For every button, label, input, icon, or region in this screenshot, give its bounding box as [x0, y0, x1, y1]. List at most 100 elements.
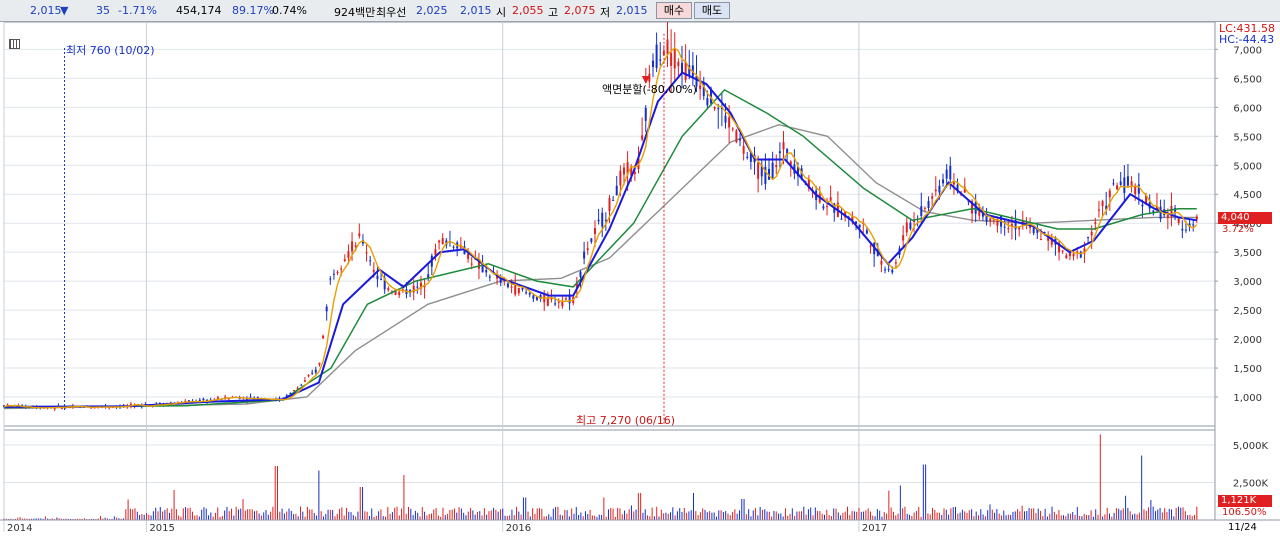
candle-body	[423, 285, 426, 288]
candle-body	[187, 400, 190, 402]
candle-body	[680, 62, 683, 74]
candle-body	[630, 166, 633, 176]
candle-body	[398, 291, 401, 296]
candle-body	[1047, 236, 1050, 241]
price-chart[interactable]: 1,000 1,500 2,000 2,500 3,000 3,500 4,000 4,500…	[0, 22, 1280, 540]
current-price: 2,015	[30, 4, 62, 17]
chart-settings-icon[interactable]	[9, 39, 20, 49]
candle-body	[365, 252, 368, 254]
x-tick-label: 2014	[7, 523, 32, 534]
candle-body	[318, 362, 321, 365]
candle-body	[662, 50, 665, 56]
price-tick-label: 4,000	[1233, 219, 1262, 230]
candle-body	[731, 128, 734, 130]
down-arrow-icon: ▼	[60, 4, 69, 17]
candle-body	[1141, 204, 1144, 207]
candle-body	[626, 162, 629, 175]
candle-body	[709, 88, 712, 104]
volume-panel-frame	[3, 429, 1216, 521]
candle-body	[608, 198, 611, 212]
candle-body	[789, 161, 792, 166]
candle-body	[506, 283, 509, 288]
candle-body	[1018, 226, 1021, 230]
candle-body	[1032, 225, 1035, 234]
candle-body	[822, 206, 825, 209]
candle-body	[1101, 201, 1104, 207]
candle-body	[554, 303, 557, 305]
candle-body	[470, 263, 473, 265]
sell-button[interactable]: 매도	[694, 2, 730, 19]
price-tick-label: 6,000	[1233, 103, 1262, 114]
candle-body	[488, 276, 491, 278]
candle-body	[90, 407, 93, 409]
price-tick-label: 6,500	[1233, 74, 1262, 85]
candle-body	[332, 273, 335, 275]
last-volume-pct: 106.50%	[1222, 507, 1267, 518]
candle-body	[216, 397, 219, 400]
candle-body	[677, 61, 680, 67]
price-tick-label: 1,500	[1233, 364, 1262, 375]
candle-body	[1155, 206, 1158, 210]
candle-body	[68, 407, 71, 409]
ma5-path	[3, 47, 1198, 409]
candle-body	[438, 240, 441, 243]
price-tick-label: 7,000	[1233, 45, 1262, 56]
buy-button[interactable]: 매수	[656, 2, 692, 19]
candle-body	[329, 278, 332, 280]
price-tick-label: 5,000	[1233, 161, 1262, 172]
candle-body	[1145, 194, 1148, 205]
candle-body	[952, 182, 955, 185]
candle-body	[1123, 177, 1126, 193]
open-label: 시	[496, 6, 507, 19]
last-price-tag: 4,040	[1218, 212, 1272, 224]
candle-body	[742, 145, 745, 154]
candle-body	[586, 248, 589, 251]
candle-body	[387, 288, 390, 291]
candle-body	[905, 222, 908, 233]
year-gridlines	[3, 22, 860, 532]
ma60-line	[3, 88, 1197, 409]
candle-body	[992, 219, 995, 221]
candle-body	[347, 251, 350, 258]
candle-body	[1076, 251, 1079, 253]
candle-body	[996, 218, 999, 226]
candle-body	[902, 235, 905, 241]
candle-body	[597, 219, 600, 222]
candle-body	[826, 206, 829, 208]
candle-body	[1058, 242, 1061, 253]
candle-body	[593, 228, 596, 234]
candle-body	[887, 269, 890, 271]
candle-body	[351, 241, 354, 252]
lc-label: LC:431.58	[1219, 22, 1276, 35]
candle-body	[612, 199, 615, 201]
price-tick-label: 1,000	[1233, 393, 1262, 404]
candle-body	[376, 275, 379, 280]
x-tick-label: 2015	[149, 523, 174, 534]
candle-body	[61, 407, 64, 409]
split-arrow-icon	[641, 75, 650, 84]
candle-body	[978, 210, 981, 216]
candle-body	[441, 238, 444, 245]
candle-body	[202, 398, 205, 401]
candle-body	[1116, 185, 1119, 190]
low-annotation: 최저 760 (10/02)	[66, 44, 155, 57]
candle-body	[1014, 220, 1017, 230]
candle-body	[695, 75, 698, 87]
candle-body	[412, 285, 415, 293]
candle-body	[1079, 251, 1082, 258]
candle-body	[477, 259, 480, 269]
candle-body	[53, 408, 56, 410]
candle-body	[869, 245, 872, 247]
candle-body	[894, 262, 897, 264]
best-ask: 2,025	[416, 4, 448, 17]
candle-body	[840, 218, 843, 220]
candle-body	[532, 295, 535, 299]
candle-body	[974, 201, 977, 214]
candle-body	[775, 165, 778, 168]
candle-body	[1184, 229, 1187, 231]
candle-body	[521, 288, 524, 290]
ma120-line	[3, 123, 1197, 410]
candle-body	[956, 184, 959, 191]
candle-body	[539, 294, 542, 299]
candle-body	[434, 249, 437, 256]
